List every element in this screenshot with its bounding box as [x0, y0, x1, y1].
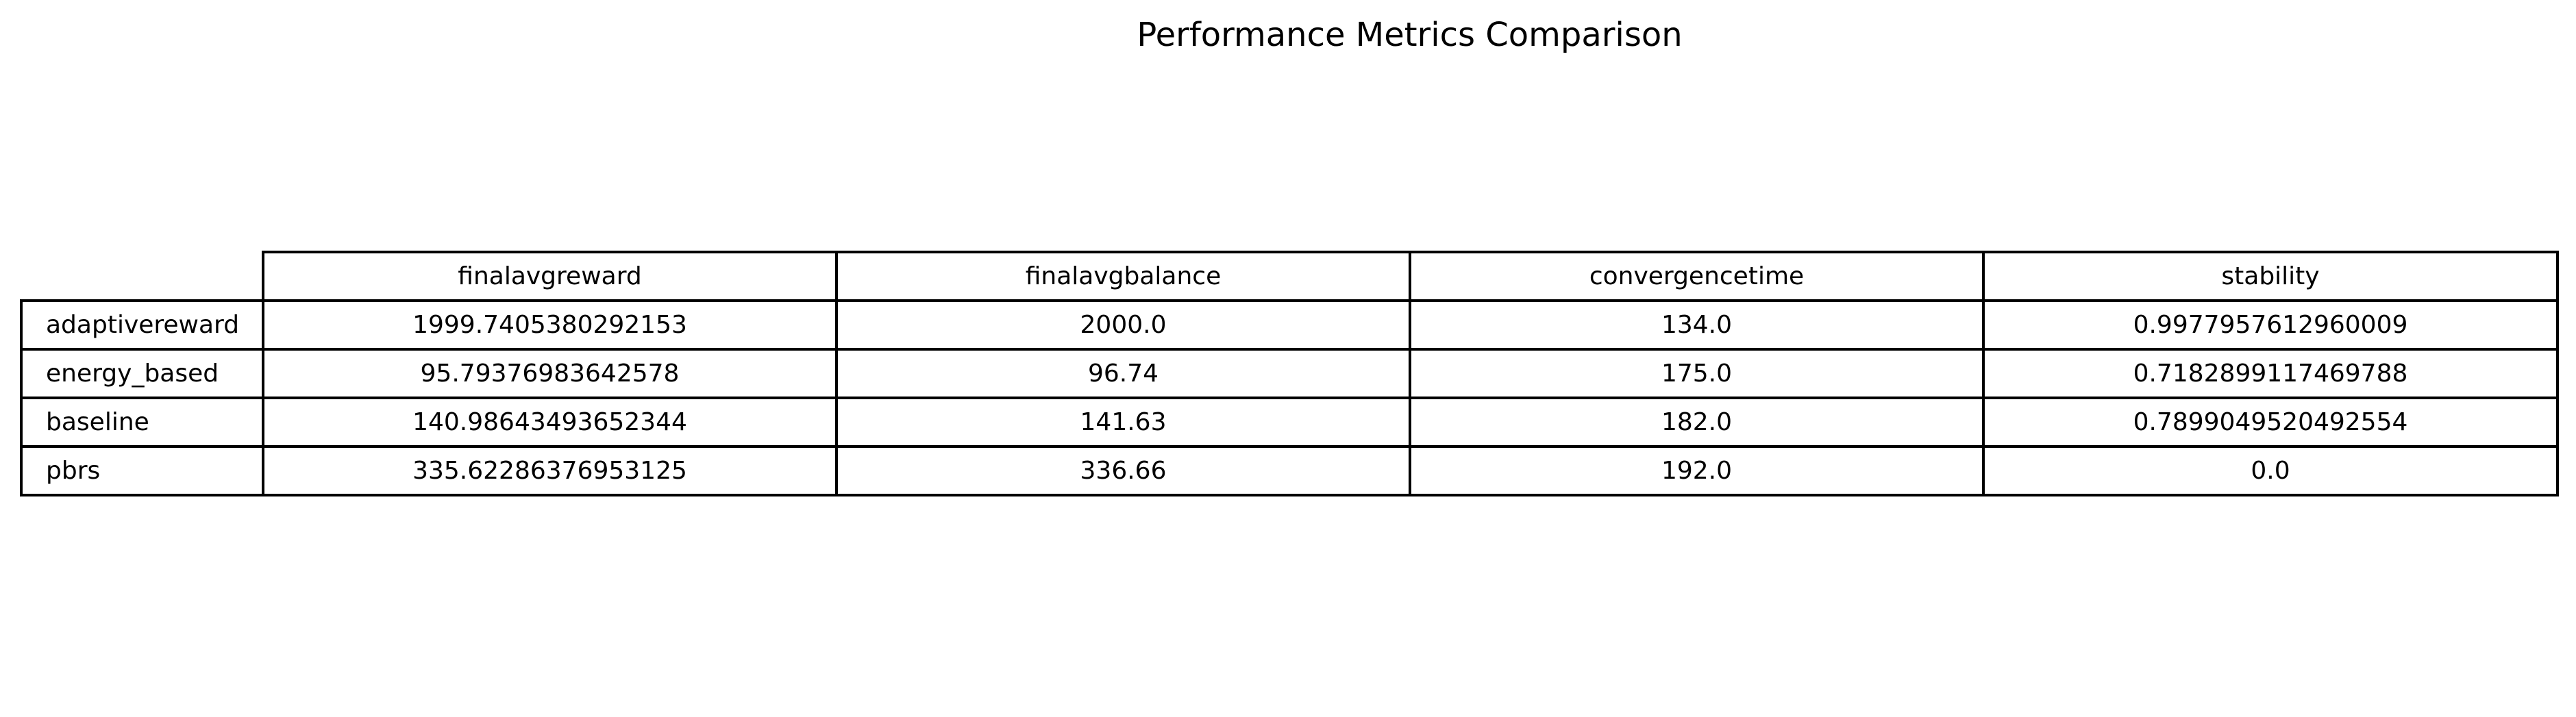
table-cell: 1999.7405380292153: [262, 299, 838, 351]
table-row-pbrs: pbrs 335.62286376953125 336.66 192.0 0.0: [20, 445, 2559, 496]
table-cell: 96.74: [835, 348, 1411, 399]
table-cell: 134.0: [1409, 299, 1985, 351]
table-cell: 0.0: [1982, 445, 2559, 496]
table-cell: 175.0: [1409, 348, 1985, 399]
row-header: energy_based: [20, 348, 264, 399]
table-cell: 0.9977957612960009: [1982, 299, 2559, 351]
table-cell: 140.98643493652344: [262, 397, 838, 448]
column-header-stability: stability: [1982, 251, 2559, 302]
table-cell: 335.62286376953125: [262, 445, 838, 496]
table-cell: 141.63: [835, 397, 1411, 448]
row-header: adaptivereward: [20, 299, 264, 351]
row-header: pbrs: [20, 445, 264, 496]
table-row-adaptivereward: adaptivereward 1999.7405380292153 2000.0…: [20, 299, 2559, 351]
table-cell: 95.79376983642578: [262, 348, 838, 399]
table-cell: 182.0: [1409, 397, 1985, 448]
table-cell: 336.66: [835, 445, 1411, 496]
table-cell: 0.7899049520492554: [1982, 397, 2559, 448]
row-header: baseline: [20, 397, 264, 448]
table-cell: 2000.0: [835, 299, 1411, 351]
table-cell: 0.7182899117469788: [1982, 348, 2559, 399]
column-header-finalavgreward: finalavgreward: [262, 251, 838, 302]
corner-cell: [21, 252, 264, 302]
chart-title: Performance Metrics Comparison: [1137, 16, 1683, 54]
header-row: finalavgreward finalavgbalance convergen…: [21, 251, 2559, 302]
table-row-energy-based: energy_based 95.79376983642578 96.74 175…: [20, 348, 2559, 399]
column-header-finalavgbalance: finalavgbalance: [835, 251, 1411, 302]
metrics-table: finalavgreward finalavgbalance convergen…: [20, 251, 2559, 496]
column-header-convergencetime: convergencetime: [1409, 251, 1985, 302]
table-cell: 192.0: [1409, 445, 1985, 496]
table-row-baseline: baseline 140.98643493652344 141.63 182.0…: [20, 397, 2559, 448]
